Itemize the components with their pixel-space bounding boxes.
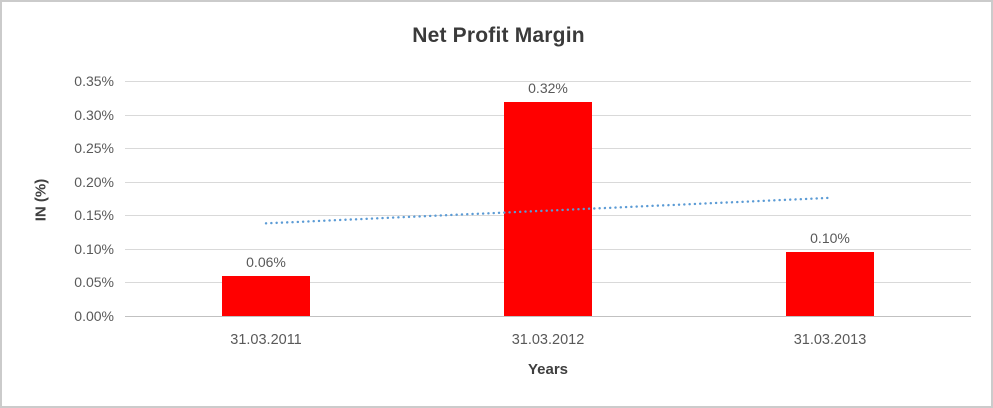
data-label: 0.10%: [810, 230, 850, 246]
y-tick-label: 0.00%: [74, 308, 114, 324]
x-tick-label: 31.03.2013: [793, 332, 867, 348]
chart-title: Net Profit Margin: [412, 24, 585, 47]
data-label: 0.06%: [246, 254, 286, 270]
x-tick-label: 31.03.2012: [511, 332, 585, 348]
x-axis-title: Years: [527, 361, 569, 378]
y-tick-label: 0.10%: [74, 241, 114, 257]
y-tick-label: 0.30%: [74, 107, 114, 123]
y-tick-label: 0.35%: [74, 73, 114, 89]
y-tick-label: 0.05%: [74, 274, 114, 290]
x-tick-label: 31.03.2011: [230, 332, 302, 348]
y-tick-label: 0.25%: [74, 140, 114, 156]
data-label: 0.32%: [528, 80, 568, 96]
bar: [786, 252, 874, 316]
gridline: [125, 81, 971, 82]
y-tick-label: 0.15%: [74, 207, 114, 223]
x-axis-line: [125, 316, 971, 317]
y-tick-label: 0.20%: [74, 174, 114, 190]
bar: [504, 102, 592, 316]
bar: [222, 276, 310, 316]
